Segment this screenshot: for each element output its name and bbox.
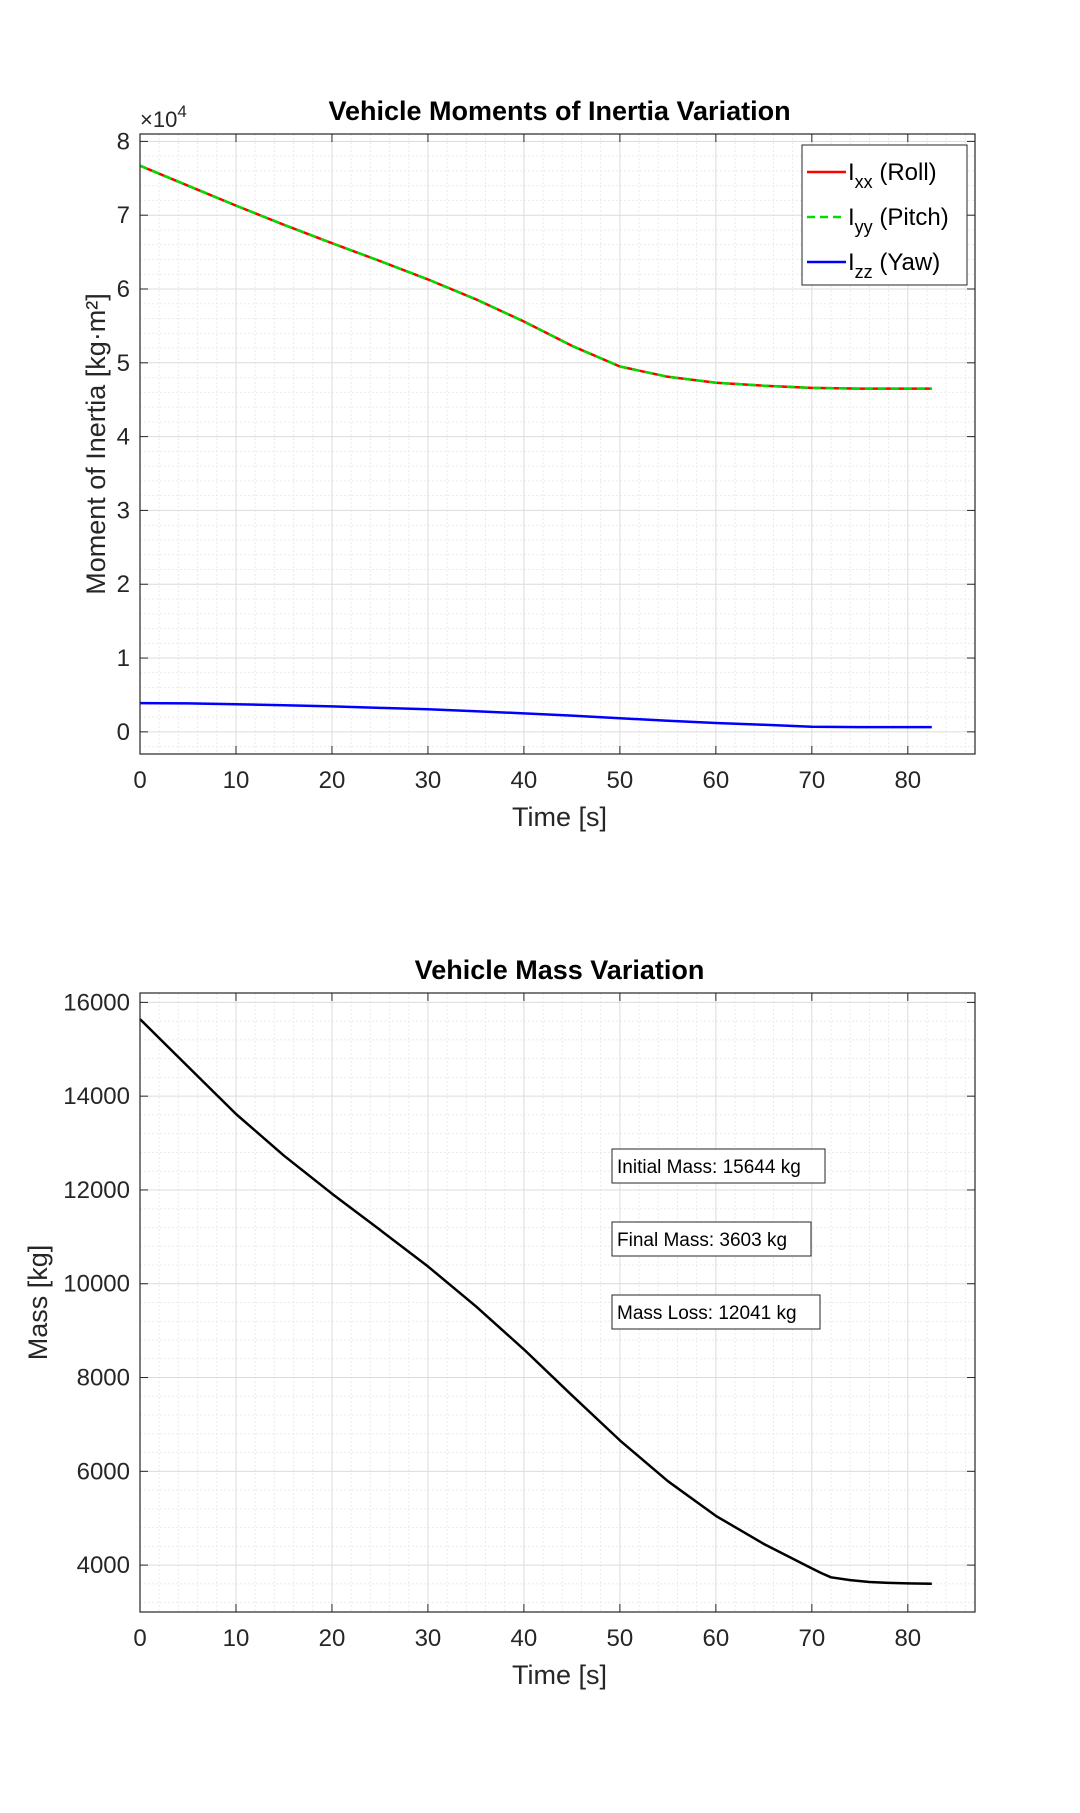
series-line-0 xyxy=(139,1018,932,1585)
y-tick-label: 8 xyxy=(117,128,130,155)
legend-suffix: (Pitch) xyxy=(873,204,949,231)
axes-box xyxy=(139,992,976,1613)
annotation-text: Mass Loss: 12041 kg xyxy=(617,1303,797,1324)
annotation-2: Final Mass: 3603 kg xyxy=(611,1221,812,1257)
y-tick-label: 5 xyxy=(117,350,130,377)
annotation-box xyxy=(611,1148,826,1184)
y-tick-label: 2 xyxy=(117,571,130,598)
legend-suffix: (Yaw) xyxy=(873,249,941,276)
annotation-1: Initial Mass: 15644 kg xyxy=(611,1148,826,1184)
x-tick-label: 30 xyxy=(415,767,442,794)
legend: Ixx (Roll)Iyy (Pitch)Izz (Yaw) xyxy=(801,144,968,286)
x-tick-label: 10 xyxy=(223,767,250,794)
legend-entry-zz: Izz (Yaw) xyxy=(848,249,940,282)
y-tick-label: 4000 xyxy=(77,1552,130,1579)
y-tick-label: 10000 xyxy=(63,1271,130,1298)
x-tick-label: 60 xyxy=(703,1625,730,1652)
legend-subscript: xx xyxy=(855,172,873,192)
x-tick-label: 0 xyxy=(133,1625,146,1652)
y-tick-label: 8000 xyxy=(77,1365,130,1392)
y-tick-label: 16000 xyxy=(63,989,130,1016)
x-axis-label: Time [s] xyxy=(512,1660,607,1690)
y-tick-label: 7 xyxy=(117,202,130,229)
x-tick-label: 40 xyxy=(511,1625,538,1652)
legend-subscript: yy xyxy=(855,217,873,237)
legend-subscript: zz xyxy=(855,262,873,282)
annotation-box xyxy=(611,1221,812,1257)
y-axis-label: Moment of Inertia [kg·m²] xyxy=(81,293,111,595)
inertia-chart: 0 10 20 30 40 50 60 70 80 0 1 2 3 4 5 6 7 8 Vehicle Moment… xyxy=(81,96,976,832)
y-exponent-label: ×104 xyxy=(140,102,187,132)
legend-name: I xyxy=(848,204,855,231)
x-tick-label: 60 xyxy=(703,767,730,794)
x-tick-label: 0 xyxy=(133,767,146,794)
legend-suffix: (Roll) xyxy=(873,159,937,186)
y-tick-label: 0 xyxy=(117,719,130,746)
y-tick-label: 14000 xyxy=(63,1083,130,1110)
x-tick-label: 40 xyxy=(511,767,538,794)
y-axis-label: Mass [kg] xyxy=(23,1245,53,1361)
y-tick-label: 12000 xyxy=(63,1177,130,1204)
x-tick-label: 50 xyxy=(607,767,634,794)
x-tick-label: 30 xyxy=(415,1625,442,1652)
y-tick-label: 3 xyxy=(117,497,130,524)
y-exponent-power: 4 xyxy=(177,102,186,121)
legend-name: I xyxy=(848,159,855,186)
annotation-3: Mass Loss: 12041 kg xyxy=(611,1294,821,1330)
y-tick-label: 4 xyxy=(117,424,130,451)
chart-title: Vehicle Mass Variation xyxy=(415,955,705,985)
y-tick-label: 6000 xyxy=(77,1458,130,1485)
series-line-zz xyxy=(139,701,932,729)
x-tick-label: 70 xyxy=(798,1625,825,1652)
annotation-text: Initial Mass: 15644 kg xyxy=(617,1157,801,1178)
annotation-text: Final Mass: 3603 kg xyxy=(617,1230,787,1251)
x-tick-label: 20 xyxy=(319,1625,346,1652)
y-tick-label: 1 xyxy=(117,645,130,672)
x-axis-label: Time [s] xyxy=(512,802,607,832)
y-tick-label: 6 xyxy=(117,276,130,303)
x-tick-label: 10 xyxy=(223,1625,250,1652)
axes-box xyxy=(139,133,976,755)
legend-entry-yy: Iyy (Pitch) xyxy=(848,204,949,237)
series-line-yy xyxy=(139,164,932,390)
x-tick-label: 70 xyxy=(798,767,825,794)
legend-entry-xx: Ixx (Roll) xyxy=(848,159,937,192)
minor-grid xyxy=(140,134,975,754)
chart-title: Vehicle Moments of Inertia Variation xyxy=(328,96,790,126)
legend-name: I xyxy=(848,249,855,276)
annotation-box xyxy=(611,1294,821,1330)
mass-chart: 0 10 20 30 40 50 60 70 80 4000 6000 8000 10000 12000 1… xyxy=(23,955,976,1690)
x-tick-label: 20 xyxy=(319,767,346,794)
x-tick-label: 80 xyxy=(894,1625,921,1652)
x-tick-label: 50 xyxy=(607,1625,634,1652)
x-tick-label: 80 xyxy=(894,767,921,794)
